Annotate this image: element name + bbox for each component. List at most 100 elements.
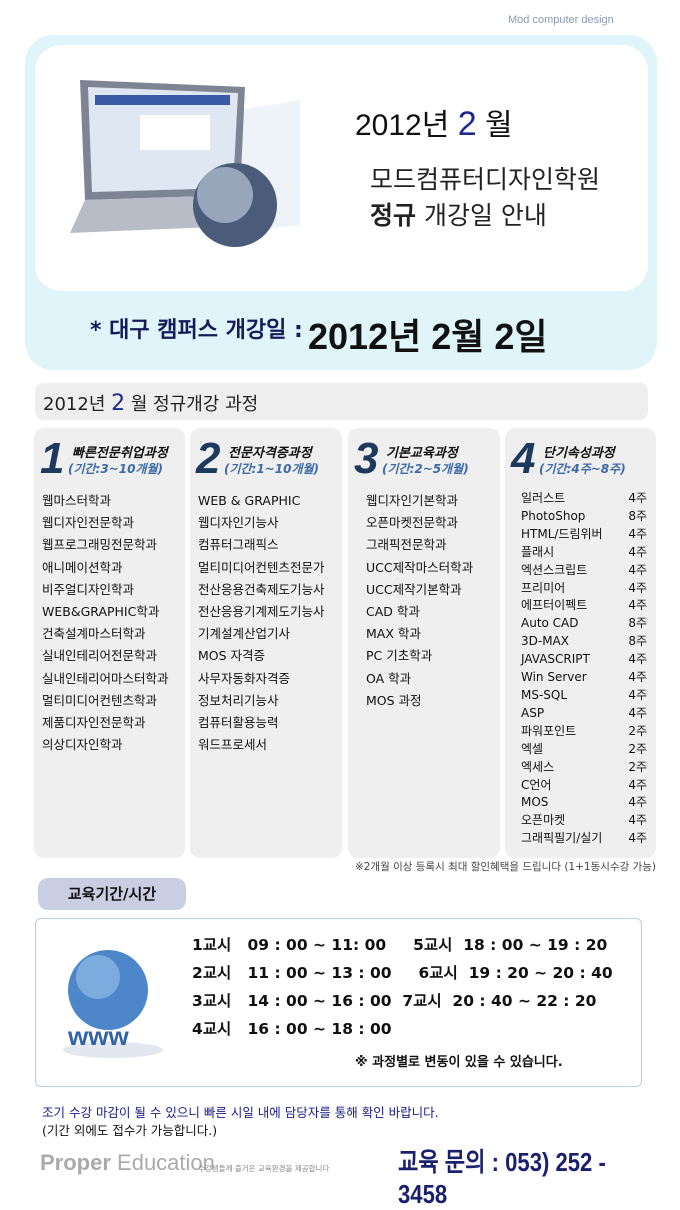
course-item-duration: 2주 bbox=[628, 723, 647, 738]
course-number: 1 bbox=[40, 434, 65, 483]
course-item: 전산응용기계제도기능사 bbox=[198, 604, 325, 620]
course-item: 오픈마켓전문학과 bbox=[366, 515, 459, 531]
course-item-duration: 4주 bbox=[628, 831, 647, 846]
course-item: 비주얼디자인학과 bbox=[42, 581, 135, 597]
course-item-name: 엑셀 bbox=[521, 741, 544, 756]
course-item-duration: 4주 bbox=[628, 526, 647, 541]
course-item-duration: 8주 bbox=[628, 508, 647, 523]
course-item: UCC제작기본학과 bbox=[366, 581, 462, 597]
course-item-duration: 4주 bbox=[628, 670, 647, 685]
course-item-duration: 4주 bbox=[628, 544, 647, 559]
course-item-name: 파워포인트 bbox=[521, 723, 577, 738]
course-number: 3 bbox=[354, 434, 379, 483]
course-item-name: Win Server bbox=[521, 670, 587, 685]
course-item-name: MS-SQL bbox=[521, 687, 568, 702]
course-item-name: 그래픽필기/실기 bbox=[521, 831, 603, 846]
course-item: 그래픽전문학과 bbox=[366, 537, 447, 553]
course-item: Win Server 4주 bbox=[521, 669, 647, 687]
contact-phone: 교육 문의 : 053) 252 - 3458 bbox=[398, 1147, 606, 1209]
course-item-name: 에프터이펙트 bbox=[521, 598, 588, 613]
course-number: 2 bbox=[196, 434, 221, 483]
course-column-2: 2 전문자격증과정 (기간:1~10개월) WEB & GRAPHIC 웹디자인기… bbox=[190, 428, 342, 858]
hero-date: 2012년 2 월 bbox=[355, 105, 513, 143]
course-item-name: 일러스트 bbox=[521, 491, 566, 505]
course-period: (기간:3~10개월) bbox=[68, 462, 164, 476]
svg-text:www: www bbox=[67, 1021, 129, 1051]
course-item-name: 3D-MAX bbox=[521, 634, 569, 649]
course-item-name: 엑세스 bbox=[521, 759, 555, 774]
course-item: 제품디자인전문학과 bbox=[42, 715, 146, 731]
course-item-name: 프리미어 bbox=[521, 580, 566, 595]
course-item: 의상디자인학과 bbox=[42, 737, 123, 753]
course-item: CAD 학과 bbox=[366, 604, 420, 620]
course-item: 웹디자인기본학과 bbox=[366, 493, 459, 508]
course-item: UCC제작마스터학과 bbox=[366, 559, 474, 575]
course-item: 정보처리기능사 bbox=[198, 692, 279, 708]
course-item: PhotoShop 8주 bbox=[521, 508, 647, 526]
course-list: 일러스트 4주 PhotoShop 8주 HTML/드림위버 4주 플래시 4주 엑션스크립트 4… bbox=[521, 490, 647, 848]
course-item: 엑셀 2주 bbox=[521, 741, 647, 759]
course-period: (기간:1~10개월) bbox=[224, 462, 320, 476]
course-item: 웹디자인기능사 bbox=[198, 515, 279, 531]
course-column-1: 1 빠른전문취업과정 (기간:3~10개월) 웹마스터학과 웹디자인전문학과 웹프로… bbox=[34, 428, 185, 858]
laptop-globe-image bbox=[70, 80, 300, 247]
course-item-name: JAVASCRIPT bbox=[521, 652, 590, 667]
course-item-name: Auto CAD bbox=[521, 616, 579, 631]
course-item: 애니메이션학과 bbox=[42, 559, 123, 575]
course-item: 사무자동화자격증 bbox=[198, 670, 291, 686]
course-item: ASP 4주 bbox=[521, 705, 647, 723]
course-item-name: 플래시 bbox=[521, 544, 555, 559]
course-item-duration: 4주 bbox=[628, 777, 647, 792]
course-list: WEB & GRAPHIC 웹디자인기능사 컴퓨터그래픽스 멀티미디어컨텐츠전문가 전산… bbox=[198, 490, 325, 756]
schedule-box bbox=[35, 918, 642, 1087]
course-item: 오픈마켓 4주 bbox=[521, 812, 647, 830]
course-item: 엑션스크립트 4주 bbox=[521, 562, 647, 580]
course-item-duration: 2주 bbox=[628, 759, 647, 774]
course-item-duration: 4주 bbox=[628, 652, 647, 667]
schedule-row: 2교시 11 : 00 ~ 13 : 00 6교시 19 : 20 ~ 20 :… bbox=[192, 964, 613, 982]
course-item-duration: 4주 bbox=[628, 580, 647, 595]
course-item: 멀티미디어컨텐츠학과 bbox=[42, 692, 158, 708]
course-item: MOS 과정 bbox=[366, 692, 422, 708]
course-item-duration: 4주 bbox=[628, 491, 647, 505]
course-item-duration: 8주 bbox=[628, 634, 647, 649]
course-item-name: HTML/드림위버 bbox=[521, 526, 603, 541]
course-item: 웹디자인전문학과 bbox=[42, 515, 135, 531]
course-item-duration: 4주 bbox=[628, 598, 647, 613]
course-item: 워드프로세서 bbox=[198, 737, 268, 753]
course-column-4: 4 단기속성과정 (기간:4주~8주) 일러스트 4주 PhotoShop 8주 HTM… bbox=[505, 428, 656, 858]
logo-tagline: 수강생들께 즐거운 교육환경을 제공합니다 bbox=[198, 1164, 330, 1173]
course-period: (기간:2~5개월) bbox=[382, 462, 469, 476]
course-item-name: 엑션스크립트 bbox=[521, 562, 588, 577]
course-item-name: 오픈마켓 bbox=[521, 813, 566, 828]
course-item-duration: 4주 bbox=[628, 687, 647, 702]
www-globe-icon: www bbox=[63, 950, 163, 1058]
course-item: OA 학과 bbox=[366, 670, 412, 686]
course-title: 빠른전문취업과정 bbox=[72, 446, 168, 461]
course-item: MOS 자격증 bbox=[198, 648, 266, 664]
course-item: 실내인테리어마스터학과 bbox=[42, 670, 169, 686]
hero-guide: 정규 개강일 안내 bbox=[370, 201, 547, 230]
course-item: 건축설계마스터학과 bbox=[42, 626, 146, 642]
campus-date: 2012년 2월 2일 bbox=[308, 316, 548, 357]
course-item-duration: 4주 bbox=[628, 705, 647, 720]
campus-label: * 대구 캠퍼스 개강일 : bbox=[90, 318, 303, 343]
course-title: 기본교육과정 bbox=[386, 446, 458, 461]
course-item: MAX 학과 bbox=[366, 626, 421, 642]
course-item: 플래시 4주 bbox=[521, 544, 647, 562]
course-item-duration: 8주 bbox=[628, 616, 647, 631]
course-item-name: PhotoShop bbox=[521, 508, 586, 523]
course-item: 기계설계산업기사 bbox=[198, 626, 291, 642]
course-item: 그래픽필기/실기 4주 bbox=[521, 830, 647, 848]
course-item: 웹마스터학과 bbox=[42, 493, 112, 508]
course-item: MS-SQL 4주 bbox=[521, 687, 647, 705]
course-item: 3D-MAX 8주 bbox=[521, 633, 647, 651]
course-item: 파워포인트 2주 bbox=[521, 723, 647, 741]
course-title: 단기속성과정 bbox=[543, 446, 615, 461]
course-number: 4 bbox=[511, 434, 536, 483]
course-item: 에프터이펙트 4주 bbox=[521, 597, 647, 615]
course-item: 엑세스 2주 bbox=[521, 759, 647, 777]
course-item: Auto CAD 8주 bbox=[521, 615, 647, 633]
course-item: 실내인테리어전문학과 bbox=[42, 648, 158, 664]
